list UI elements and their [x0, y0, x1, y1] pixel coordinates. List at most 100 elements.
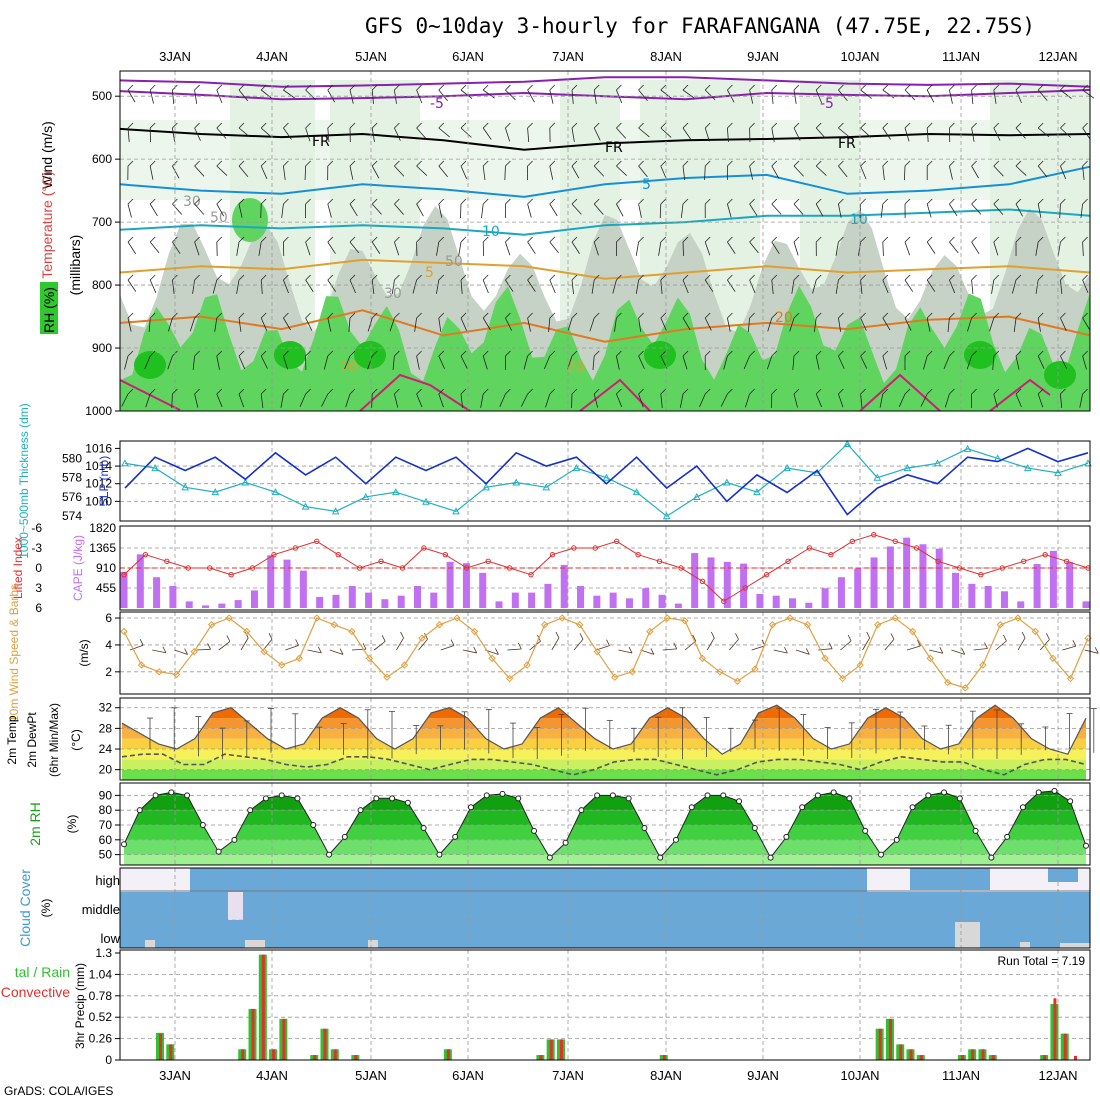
date-top-6JAN: 6JAN — [452, 49, 484, 64]
barb-flag-19-6 — [549, 312, 556, 319]
barb-flag-40-4 — [1015, 236, 1022, 243]
precip-conv-bar-16 — [323, 1028, 327, 1060]
barb-flag-3-6 — [194, 312, 200, 319]
precip-tick-0.26: 0.26 — [89, 1032, 113, 1046]
barb-40-1 — [1015, 127, 1026, 139]
barb-15-5 — [460, 279, 463, 294]
barb-flag-32-6 — [838, 312, 844, 319]
barb-5-0 — [238, 89, 249, 102]
wind-barb-36 — [929, 649, 943, 654]
barb-flag-20-8 — [571, 388, 578, 395]
barb-flag-2-1 — [172, 122, 178, 129]
barb-flag-20-7 — [571, 350, 578, 357]
barb-5-6 — [238, 317, 242, 332]
barb-flag-27-5 — [727, 274, 733, 281]
barb-37-8 — [944, 393, 950, 408]
barb-flag-33-8 — [860, 388, 866, 395]
barb-flag-32-4 — [838, 236, 844, 243]
barb-11-5 — [371, 279, 375, 294]
barb-23-3 — [638, 203, 642, 218]
barb-flag-23-5 — [638, 274, 644, 281]
barb-37-6 — [947, 317, 950, 332]
li-marker-43 — [1042, 551, 1048, 558]
barb-flag-38-5 — [971, 274, 977, 281]
cloud-high-block-3 — [835, 868, 867, 892]
barb-flag-25-7 — [682, 350, 689, 357]
barb-40-2 — [1015, 165, 1027, 176]
li-marker-11 — [356, 565, 363, 571]
barb-flag-34-4 — [882, 236, 889, 243]
barb-flag-36-8 — [926, 388, 933, 395]
barb-flag-38-1 — [971, 122, 977, 129]
li-tick--3: -3 — [31, 541, 42, 555]
barb-flag-26-3 — [704, 198, 711, 205]
rh-marker-29 — [578, 807, 585, 814]
thickness-marker-17 — [632, 488, 641, 496]
barb-flag-40-1 — [1015, 122, 1022, 129]
barb-flag-15-1 — [460, 122, 467, 129]
barb-flag-13-2 — [416, 160, 422, 167]
rh-mid-patch-upper — [232, 198, 268, 242]
date-bottom-10JAN: 10JAN — [840, 1068, 879, 1083]
barb-23-5 — [635, 279, 639, 294]
cape-bar-32 — [642, 588, 650, 608]
barb-flag-13-4 — [416, 236, 422, 243]
barb-40-5 — [1011, 279, 1017, 294]
barb-flag-35-0 — [904, 84, 911, 91]
barb-5-5 — [236, 279, 240, 294]
barb-flag-43-7 — [1082, 350, 1088, 357]
wind-marker-34 — [716, 668, 724, 676]
upper-unit-label: (millibars) — [67, 235, 83, 296]
barb-flag-19-1 — [549, 122, 556, 129]
barb-flag-3-2 — [194, 160, 200, 167]
barb-flag-41-2 — [1037, 160, 1044, 167]
barb-33-6 — [860, 317, 867, 331]
wind-marker-53 — [1049, 654, 1057, 663]
barb-24-4 — [658, 241, 662, 256]
wind-barb-flag-36 — [939, 647, 944, 654]
barb-flag-14-5 — [438, 274, 445, 281]
rh-marker-45 — [830, 789, 837, 796]
barb-flag-31-3 — [815, 198, 822, 205]
rh-marker-11 — [294, 795, 301, 802]
rh-marker-18 — [404, 799, 411, 806]
wind-barb-39 — [995, 640, 1007, 651]
top-date-axis: 3JAN 4JAN 5JAN 6JAN 7JAN 8JAN 9JAN 10JAN 11JAN 12… — [159, 49, 1077, 64]
barb-flag-20-2 — [571, 160, 578, 167]
barb-30-2 — [793, 165, 804, 177]
barb-4-1 — [216, 127, 227, 139]
barb-18-1 — [527, 127, 530, 142]
barb-flag-8-3 — [305, 198, 311, 205]
barb-1-4 — [149, 241, 160, 254]
precip-conv-bar-15 — [313, 1055, 317, 1060]
barb-flag-7-7 — [283, 350, 289, 357]
barb-39-4 — [993, 241, 999, 256]
barb-flag-42-0 — [1060, 84, 1066, 91]
barb-19-3 — [549, 203, 558, 217]
cape-bar-13 — [332, 594, 340, 608]
rh-marker-36 — [688, 804, 695, 811]
wind-marker-24 — [540, 621, 549, 629]
rh-tick-60: 60 — [99, 833, 113, 847]
barb-15-4 — [458, 241, 462, 256]
cloud-high-block-5 — [1048, 868, 1078, 882]
precip-conv-bar-11 — [272, 1049, 276, 1060]
barb-7-1 — [283, 127, 292, 140]
barb-9-5 — [327, 279, 336, 292]
barb-flag-31-2 — [815, 160, 822, 167]
barb-flag-9-4 — [327, 236, 334, 243]
barb-36-3 — [926, 203, 932, 218]
pressure-tick-600: 600 — [92, 152, 112, 166]
wind-barb-1 — [152, 649, 167, 654]
precip-label: 3hr Precip (mm) — [73, 963, 87, 1049]
barb-flag-26-0 — [704, 84, 711, 91]
wind-barb-flag-34 — [890, 633, 895, 640]
li-marker-24 — [635, 551, 641, 558]
barb-17-4 — [505, 241, 511, 256]
rh-band-2 — [124, 825, 1086, 840]
cape-bar-58 — [1066, 561, 1074, 608]
li-marker-20 — [549, 551, 556, 558]
li-marker-10 — [335, 551, 341, 558]
wind-barb-37 — [951, 649, 965, 655]
